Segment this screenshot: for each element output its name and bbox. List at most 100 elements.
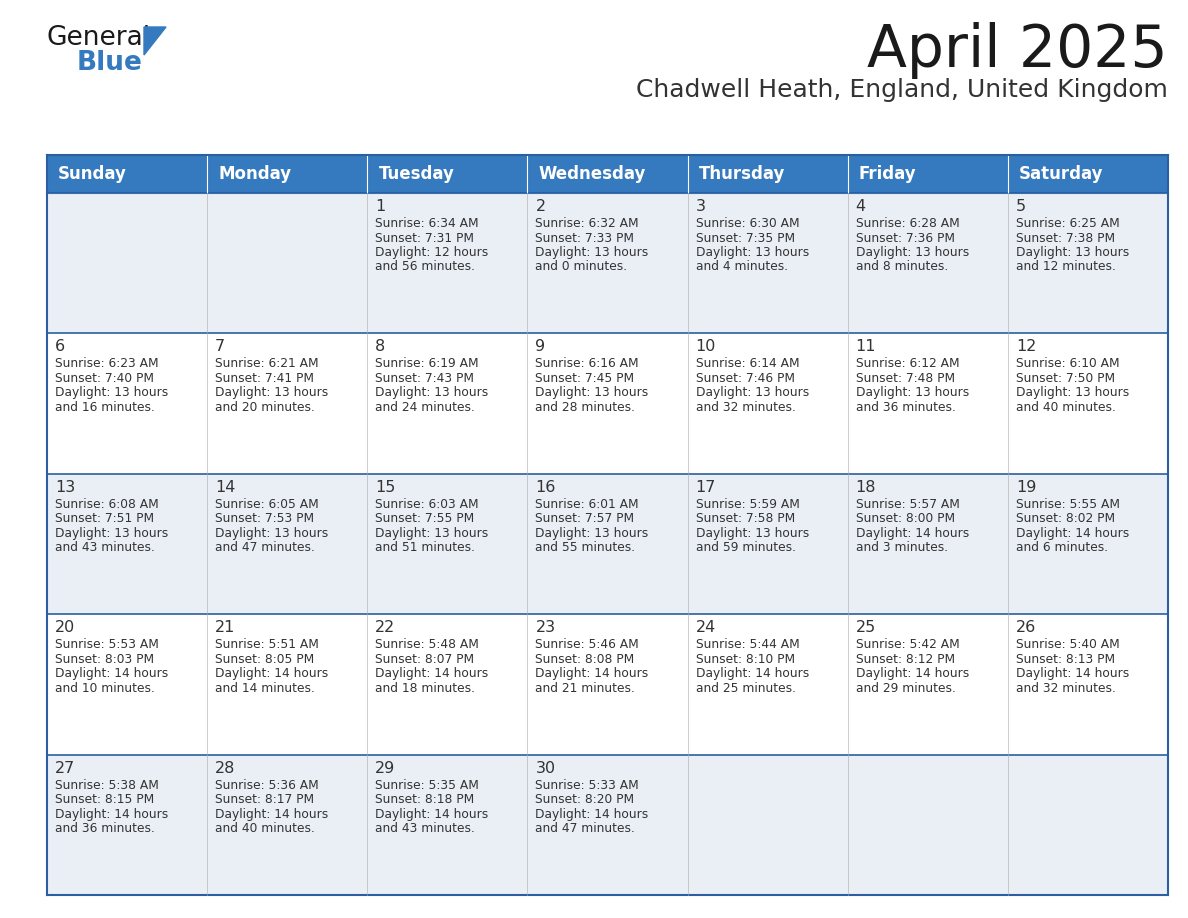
Polygon shape <box>144 27 166 55</box>
Text: and 18 minutes.: and 18 minutes. <box>375 682 475 695</box>
Text: 5: 5 <box>1016 199 1026 214</box>
Text: Sunset: 8:12 PM: Sunset: 8:12 PM <box>855 653 955 666</box>
Text: and 51 minutes.: and 51 minutes. <box>375 542 475 554</box>
Bar <box>688 755 848 895</box>
Text: Daylight: 14 hours: Daylight: 14 hours <box>536 808 649 821</box>
Text: 14: 14 <box>215 480 235 495</box>
Text: Daylight: 13 hours: Daylight: 13 hours <box>215 386 328 399</box>
Text: Sunset: 7:46 PM: Sunset: 7:46 PM <box>696 372 795 385</box>
Text: Sunrise: 6:23 AM: Sunrise: 6:23 AM <box>55 357 159 370</box>
Text: Sunset: 7:57 PM: Sunset: 7:57 PM <box>536 512 634 525</box>
Bar <box>367 155 527 193</box>
Text: Sunset: 8:17 PM: Sunset: 8:17 PM <box>215 793 315 806</box>
Text: Sunset: 7:36 PM: Sunset: 7:36 PM <box>855 231 955 244</box>
Bar <box>848 474 1007 614</box>
Bar <box>848 193 1007 333</box>
Text: Sunrise: 6:34 AM: Sunrise: 6:34 AM <box>375 217 479 230</box>
Text: and 21 minutes.: and 21 minutes. <box>536 682 636 695</box>
Text: Sunset: 8:15 PM: Sunset: 8:15 PM <box>55 793 154 806</box>
Text: 26: 26 <box>1016 621 1036 635</box>
Text: Sunset: 7:50 PM: Sunset: 7:50 PM <box>1016 372 1116 385</box>
Text: Saturday: Saturday <box>1019 165 1104 183</box>
Bar <box>688 614 848 755</box>
Text: Daylight: 13 hours: Daylight: 13 hours <box>55 386 169 399</box>
Text: April 2025: April 2025 <box>867 22 1168 79</box>
Text: and 43 minutes.: and 43 minutes. <box>375 823 475 835</box>
Text: Daylight: 14 hours: Daylight: 14 hours <box>55 667 169 680</box>
Text: Sunrise: 5:40 AM: Sunrise: 5:40 AM <box>1016 638 1119 651</box>
Text: 25: 25 <box>855 621 876 635</box>
Bar <box>527 755 688 895</box>
Text: Sunset: 7:41 PM: Sunset: 7:41 PM <box>215 372 314 385</box>
Text: Sunrise: 6:25 AM: Sunrise: 6:25 AM <box>1016 217 1119 230</box>
Text: Sunrise: 6:12 AM: Sunrise: 6:12 AM <box>855 357 960 370</box>
Text: Sunday: Sunday <box>58 165 127 183</box>
Text: 2: 2 <box>536 199 545 214</box>
Text: Wednesday: Wednesday <box>538 165 646 183</box>
Text: 8: 8 <box>375 340 386 354</box>
Text: Daylight: 13 hours: Daylight: 13 hours <box>536 246 649 259</box>
Text: Daylight: 14 hours: Daylight: 14 hours <box>1016 667 1129 680</box>
Bar <box>688 155 848 193</box>
Text: 1: 1 <box>375 199 386 214</box>
Text: and 0 minutes.: and 0 minutes. <box>536 261 627 274</box>
Text: Sunrise: 6:30 AM: Sunrise: 6:30 AM <box>696 217 800 230</box>
Text: Daylight: 14 hours: Daylight: 14 hours <box>855 667 969 680</box>
Text: 18: 18 <box>855 480 877 495</box>
Text: 7: 7 <box>215 340 226 354</box>
Text: Daylight: 13 hours: Daylight: 13 hours <box>855 386 969 399</box>
Text: Sunrise: 6:03 AM: Sunrise: 6:03 AM <box>375 498 479 510</box>
Text: and 40 minutes.: and 40 minutes. <box>215 823 315 835</box>
Bar <box>527 474 688 614</box>
Text: and 55 minutes.: and 55 minutes. <box>536 542 636 554</box>
Text: Sunrise: 5:59 AM: Sunrise: 5:59 AM <box>696 498 800 510</box>
Text: Sunset: 8:18 PM: Sunset: 8:18 PM <box>375 793 474 806</box>
Text: Sunset: 7:48 PM: Sunset: 7:48 PM <box>855 372 955 385</box>
Bar <box>1007 614 1168 755</box>
Bar <box>367 333 527 474</box>
Text: 30: 30 <box>536 761 556 776</box>
Bar <box>48 333 207 474</box>
Bar <box>848 155 1007 193</box>
Text: Sunrise: 5:38 AM: Sunrise: 5:38 AM <box>55 778 159 791</box>
Text: and 20 minutes.: and 20 minutes. <box>215 401 315 414</box>
Text: Sunset: 7:33 PM: Sunset: 7:33 PM <box>536 231 634 244</box>
Text: Daylight: 13 hours: Daylight: 13 hours <box>55 527 169 540</box>
Text: Sunset: 7:55 PM: Sunset: 7:55 PM <box>375 512 474 525</box>
Text: Daylight: 13 hours: Daylight: 13 hours <box>536 527 649 540</box>
Text: Sunset: 7:31 PM: Sunset: 7:31 PM <box>375 231 474 244</box>
Text: and 14 minutes.: and 14 minutes. <box>215 682 315 695</box>
Text: Friday: Friday <box>859 165 917 183</box>
Bar <box>48 614 207 755</box>
Text: Sunrise: 5:42 AM: Sunrise: 5:42 AM <box>855 638 960 651</box>
Text: Daylight: 12 hours: Daylight: 12 hours <box>375 246 488 259</box>
Bar <box>207 474 367 614</box>
Text: and 16 minutes.: and 16 minutes. <box>55 401 154 414</box>
Text: 6: 6 <box>55 340 65 354</box>
Text: and 12 minutes.: and 12 minutes. <box>1016 261 1116 274</box>
Text: Daylight: 13 hours: Daylight: 13 hours <box>855 246 969 259</box>
Bar <box>527 193 688 333</box>
Text: Sunrise: 5:44 AM: Sunrise: 5:44 AM <box>696 638 800 651</box>
Bar <box>1007 755 1168 895</box>
Bar <box>848 614 1007 755</box>
Bar <box>688 333 848 474</box>
Bar <box>207 755 367 895</box>
Text: Daylight: 13 hours: Daylight: 13 hours <box>215 527 328 540</box>
Text: Daylight: 13 hours: Daylight: 13 hours <box>696 386 809 399</box>
Text: and 29 minutes.: and 29 minutes. <box>855 682 955 695</box>
Bar <box>1007 155 1168 193</box>
Bar <box>1007 333 1168 474</box>
Text: and 10 minutes.: and 10 minutes. <box>55 682 154 695</box>
Text: 10: 10 <box>696 340 716 354</box>
Text: Tuesday: Tuesday <box>379 165 454 183</box>
Text: Sunrise: 5:57 AM: Sunrise: 5:57 AM <box>855 498 960 510</box>
Bar <box>367 755 527 895</box>
Bar <box>688 193 848 333</box>
Text: and 8 minutes.: and 8 minutes. <box>855 261 948 274</box>
Text: and 47 minutes.: and 47 minutes. <box>215 542 315 554</box>
Text: Daylight: 14 hours: Daylight: 14 hours <box>215 808 328 821</box>
Text: Sunrise: 6:19 AM: Sunrise: 6:19 AM <box>375 357 479 370</box>
Text: Daylight: 13 hours: Daylight: 13 hours <box>696 527 809 540</box>
Text: Daylight: 13 hours: Daylight: 13 hours <box>375 527 488 540</box>
